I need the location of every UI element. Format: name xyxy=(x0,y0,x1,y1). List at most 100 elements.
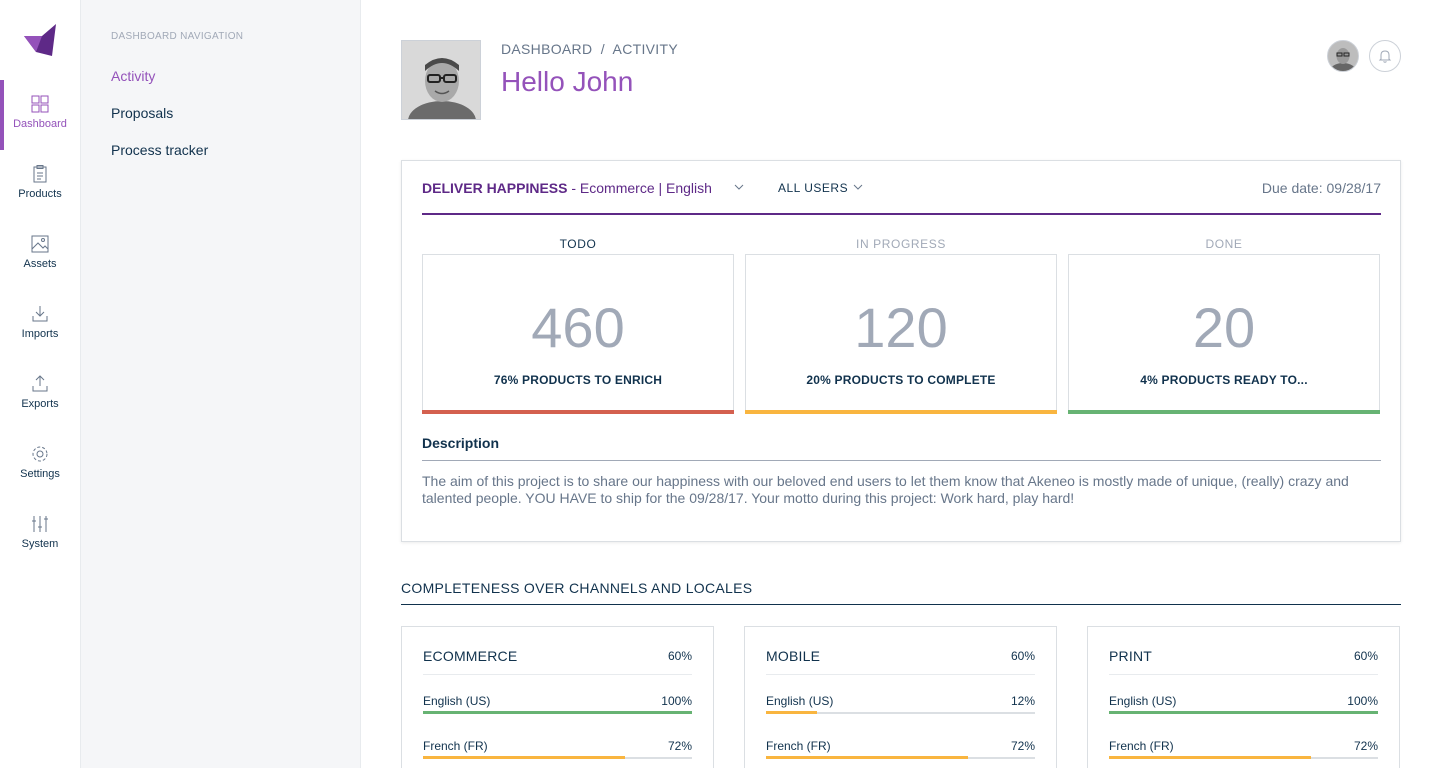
locale-name: French (FR) xyxy=(423,739,488,753)
stat-value: 460 xyxy=(531,296,625,359)
menu-item-system[interactable]: System xyxy=(0,500,80,570)
stat-caption: 76% PRODUCTS TO ENRICH xyxy=(493,373,663,387)
locale-name: English (US) xyxy=(766,694,834,708)
locale-percent: 12% xyxy=(1010,694,1035,708)
channel-card-mobile: MOBILE 60% English (US) 12% French (FR) … xyxy=(744,626,1057,768)
locale-percent: 100% xyxy=(1347,694,1378,708)
progress-fill xyxy=(766,711,818,714)
locale-row: English (US) 12% xyxy=(766,694,1035,722)
stat-card-done[interactable]: 20 4% PRODUCTS READY TO... xyxy=(1068,254,1380,414)
imports-icon xyxy=(32,306,48,322)
progress-track xyxy=(1109,756,1378,759)
menu-item-settings[interactable]: Settings xyxy=(0,430,80,500)
menu-item-label: Imports xyxy=(21,328,59,340)
exports-icon xyxy=(32,375,48,392)
progress-track xyxy=(766,756,1035,759)
locale-row: French (FR) 72% xyxy=(423,739,692,767)
channel-name: ECOMMERCE xyxy=(423,648,518,664)
locale-name: French (FR) xyxy=(1109,739,1174,753)
project-scope: - Ecommerce | English xyxy=(567,180,712,196)
stat-card-in-progress[interactable]: 120 20% PRODUCTS TO COMPLETE xyxy=(745,254,1057,414)
menu-item-label: Products xyxy=(18,188,62,200)
secondary-nav-title: DASHBOARD NAVIGATION xyxy=(111,31,244,42)
akeneo-logo[interactable] xyxy=(22,22,58,58)
users-filter[interactable]: ALL USERS xyxy=(778,181,849,195)
menu-item-products[interactable]: Products xyxy=(0,150,80,220)
progress-track xyxy=(423,711,692,714)
channel-percent: 60% xyxy=(1010,649,1035,663)
secondary-navigation: DASHBOARD NAVIGATION Activity Proposals … xyxy=(81,0,361,768)
project-name: DELIVER HAPPINESS xyxy=(422,180,568,196)
due-date: Due date: 09/28/17 xyxy=(1261,180,1381,196)
description-title: Description xyxy=(422,435,500,451)
tab-done[interactable]: DONE xyxy=(1205,237,1243,251)
project-header: DELIVER HAPPINESS - Ecommerce | English … xyxy=(422,161,1381,215)
progress-track xyxy=(1109,711,1378,714)
locale-percent: 72% xyxy=(1353,739,1378,753)
locale-name: English (US) xyxy=(423,694,491,708)
menu-item-label: Dashboard xyxy=(13,118,67,130)
products-icon xyxy=(33,165,47,183)
locale-row: English (US) 100% xyxy=(423,694,692,722)
divider xyxy=(422,460,1381,461)
locale-row: French (FR) 72% xyxy=(1109,739,1378,767)
tab-in-progress[interactable]: IN PROGRESS xyxy=(856,237,946,251)
bell-icon xyxy=(1378,50,1392,63)
chevron-down-icon[interactable] xyxy=(853,183,863,191)
tab-todo[interactable]: TODO xyxy=(559,237,597,251)
stat-card-todo[interactable]: 460 76% PRODUCTS TO ENRICH xyxy=(422,254,734,414)
locale-percent: 100% xyxy=(661,694,692,708)
channel-name: MOBILE xyxy=(766,648,821,664)
channel-card-print: PRINT 60% English (US) 100% French (FR) … xyxy=(1087,626,1400,768)
stat-bar xyxy=(1068,410,1380,414)
nav-link-proposals[interactable]: Proposals xyxy=(111,105,174,121)
assets-icon xyxy=(31,235,49,253)
dashboard-icon xyxy=(31,95,49,113)
divider xyxy=(1109,674,1378,675)
stat-value: 20 xyxy=(1192,296,1256,359)
progress-track xyxy=(423,756,692,759)
nav-link-activity[interactable]: Activity xyxy=(111,68,156,84)
channel-card-ecommerce: ECOMMERCE 60% English (US) 100% French (… xyxy=(401,626,714,768)
progress-track xyxy=(766,711,1035,714)
divider xyxy=(401,604,1401,605)
page-title: Hello John xyxy=(501,66,634,97)
locale-percent: 72% xyxy=(667,739,692,753)
user-avatar-icon xyxy=(1328,41,1358,71)
progress-fill xyxy=(1109,756,1311,759)
locale-name: English (US) xyxy=(1109,694,1177,708)
settings-icon xyxy=(32,446,48,462)
project-widget: DELIVER HAPPINESS - Ecommerce | English … xyxy=(401,160,1401,542)
user-portrait-image xyxy=(402,41,480,119)
channel-percent: 60% xyxy=(1353,649,1378,663)
user-profile-picture xyxy=(401,40,481,120)
avatar[interactable] xyxy=(1327,40,1359,72)
notifications-button[interactable] xyxy=(1369,40,1401,72)
menu-item-label: Settings xyxy=(20,468,60,480)
menu-item-dashboard[interactable]: Dashboard xyxy=(0,80,80,150)
stat-caption: 4% PRODUCTS READY TO... xyxy=(1140,373,1308,387)
menu-item-label: System xyxy=(21,538,59,550)
nav-link-process-tracker[interactable]: Process tracker xyxy=(111,142,209,158)
project-description: The aim of this project is to share our … xyxy=(422,473,1349,506)
stat-bar xyxy=(422,410,734,414)
stat-bar xyxy=(745,410,1057,414)
divider xyxy=(423,674,692,675)
breadcrumb[interactable]: DASHBOARD / ACTIVITY xyxy=(501,41,678,57)
main-menu: Dashboard Products Assets Imports E xyxy=(0,0,81,768)
progress-fill xyxy=(423,756,625,759)
system-icon xyxy=(32,516,48,532)
chevron-down-icon[interactable] xyxy=(734,183,744,191)
menu-item-assets[interactable]: Assets xyxy=(0,220,80,290)
channel-percent: 60% xyxy=(667,649,692,663)
menu-item-label: Assets xyxy=(23,258,57,270)
progress-fill xyxy=(1109,711,1378,714)
progress-fill xyxy=(766,756,968,759)
menu-item-exports[interactable]: Exports xyxy=(0,360,80,430)
channel-name: PRINT xyxy=(1109,648,1152,664)
stat-value: 120 xyxy=(854,296,948,359)
project-selector[interactable]: DELIVER HAPPINESS - Ecommerce | English xyxy=(422,180,712,196)
locale-row: French (FR) 72% xyxy=(766,739,1035,767)
menu-item-imports[interactable]: Imports xyxy=(0,290,80,360)
locale-name: French (FR) xyxy=(766,739,831,753)
